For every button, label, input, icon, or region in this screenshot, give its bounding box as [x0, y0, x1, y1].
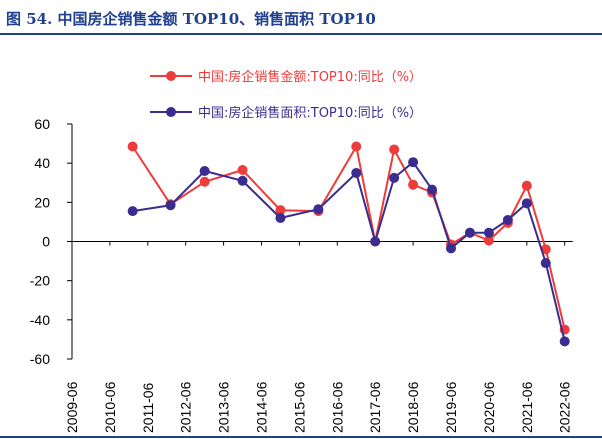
- data-point: [237, 165, 248, 176]
- x-tick-label: 2019-06: [443, 381, 459, 433]
- series-2: [127, 157, 570, 347]
- data-point: [389, 144, 400, 155]
- chart-axes: [71, 124, 573, 359]
- data-point: [502, 214, 513, 225]
- legend-marker: [166, 71, 176, 81]
- data-point: [483, 235, 494, 246]
- y-tick-label: -60: [30, 351, 50, 367]
- data-point: [464, 227, 475, 238]
- series-line: [131, 145, 566, 330]
- data-point: [389, 172, 400, 183]
- data-point: [446, 243, 456, 254]
- data-point: [408, 157, 419, 168]
- data-point: [483, 227, 494, 238]
- data-point: [127, 141, 138, 152]
- data-point: [408, 179, 419, 190]
- data-point: [199, 176, 210, 187]
- legend-item-2: 中国:房企销售面积:TOP10:同比（%）: [150, 105, 422, 121]
- x-tick-label: 2010-06: [102, 381, 118, 433]
- figure-title: 图 54. 中国房企销售金额 TOP10、销售面积 TOP10: [6, 10, 376, 28]
- x-tick-label: 2015-06: [291, 381, 307, 433]
- y-tick-label: -20: [30, 273, 50, 289]
- title-divider: [0, 33, 602, 35]
- data-point: [313, 204, 324, 215]
- data-point: [370, 236, 381, 247]
- data-point: [165, 200, 176, 211]
- x-tick-label: 2022-06: [557, 381, 573, 433]
- series-1: [127, 141, 570, 335]
- series-layer: [127, 141, 570, 347]
- y-tick-label: 40: [34, 155, 50, 171]
- x-tick-label: 2020-06: [481, 381, 497, 433]
- y-tick-label: 0: [42, 234, 50, 250]
- data-point: [540, 258, 551, 269]
- data-point: [237, 175, 248, 186]
- data-point: [521, 198, 532, 209]
- data-point: [275, 213, 286, 223]
- x-tick-label: 2017-06: [367, 381, 383, 433]
- series-line: [132, 161, 566, 342]
- x-tick-label: 2013-06: [216, 381, 232, 433]
- x-tick-label: 2012-06: [178, 381, 194, 433]
- data-point: [427, 184, 438, 195]
- y-tick-label: 60: [34, 116, 50, 132]
- data-point: [275, 205, 286, 216]
- x-tick-label: 2014-06: [254, 381, 270, 433]
- y-tick-label: -40: [30, 312, 50, 328]
- data-point: [351, 141, 362, 152]
- x-tick-labels: 2009-06 2010-06 2011-06 2012-06 2013-06 2014-…: [64, 241, 573, 433]
- x-tick-label: 2021-06: [519, 381, 535, 433]
- legend-marker: [166, 107, 176, 117]
- legend-label: 中国:房企销售面积:TOP10:同比（%）: [198, 105, 422, 121]
- y-tick-label: 20: [34, 194, 50, 210]
- data-point: [127, 206, 138, 217]
- x-tick-label: 2009-06: [64, 381, 80, 433]
- data-point: [559, 336, 570, 347]
- data-point: [199, 166, 210, 176]
- bottom-divider: [0, 436, 602, 438]
- x-tick-label: 2018-06: [405, 381, 421, 433]
- data-point: [351, 167, 362, 178]
- legend: 中国:房企销售金额:TOP10:同比（%） 中国:房企销售面积:TOP10:同比（…: [150, 69, 422, 121]
- y-tick-labels: 60 40 20 0 -20 -40 -60: [30, 116, 72, 367]
- x-tick-label: 2011-06: [140, 382, 156, 433]
- legend-label: 中国:房企销售金额:TOP10:同比（%）: [198, 69, 422, 85]
- x-tick-label: 2016-06: [329, 381, 345, 433]
- data-point: [521, 180, 532, 191]
- legend-item-1: 中国:房企销售金额:TOP10:同比（%）: [150, 69, 422, 85]
